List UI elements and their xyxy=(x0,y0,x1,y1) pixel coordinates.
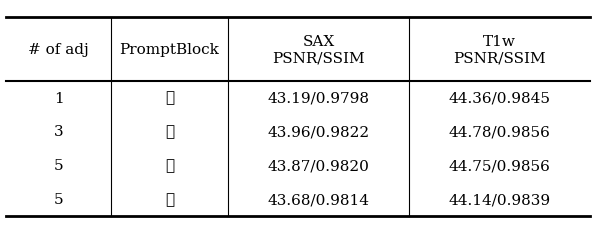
Text: 5: 5 xyxy=(54,159,63,173)
Text: 5: 5 xyxy=(54,192,63,206)
Text: SAX
PSNR/SSIM: SAX PSNR/SSIM xyxy=(272,35,365,65)
Text: 43.19/0.9798: 43.19/0.9798 xyxy=(268,91,370,105)
Text: 44.36/0.9845: 44.36/0.9845 xyxy=(449,91,551,105)
Text: PromptBlock: PromptBlock xyxy=(120,43,219,57)
Text: ✓: ✓ xyxy=(165,125,174,139)
Text: 3: 3 xyxy=(54,125,63,139)
Text: 1: 1 xyxy=(54,91,63,105)
Text: 44.75/0.9856: 44.75/0.9856 xyxy=(449,159,551,173)
Text: ✓: ✓ xyxy=(165,159,174,173)
Text: 43.87/0.9820: 43.87/0.9820 xyxy=(268,159,370,173)
Text: 44.14/0.9839: 44.14/0.9839 xyxy=(448,192,551,206)
Text: ✗: ✗ xyxy=(165,192,174,206)
Text: T1w
PSNR/SSIM: T1w PSNR/SSIM xyxy=(453,35,546,65)
Text: 44.78/0.9856: 44.78/0.9856 xyxy=(449,125,551,139)
Text: 43.96/0.9822: 43.96/0.9822 xyxy=(268,125,370,139)
Text: ✓: ✓ xyxy=(165,91,174,105)
Text: # of adj: # of adj xyxy=(28,43,89,57)
Text: 43.68/0.9814: 43.68/0.9814 xyxy=(268,192,370,206)
